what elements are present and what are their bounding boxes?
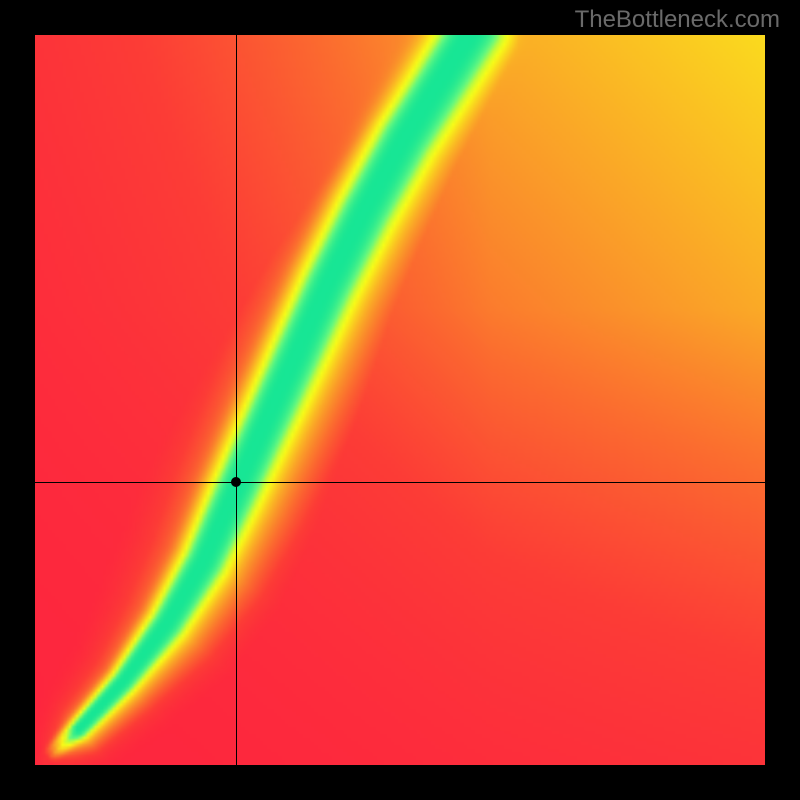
crosshair-vertical — [236, 35, 237, 765]
heatmap-canvas — [35, 35, 765, 765]
crosshair-horizontal — [35, 482, 765, 483]
crosshair-dot — [231, 477, 241, 487]
plot-area — [35, 35, 765, 765]
watermark-text: TheBottleneck.com — [575, 6, 780, 34]
